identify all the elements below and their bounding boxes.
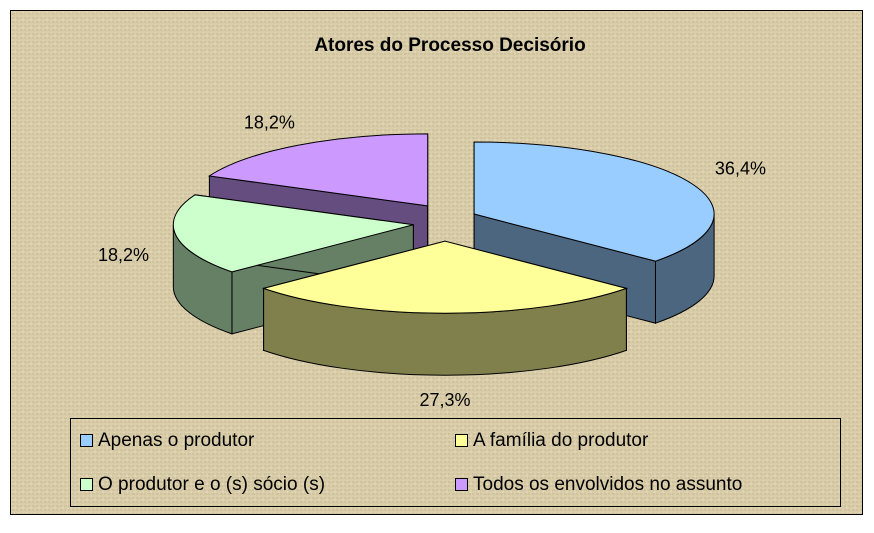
slice-group — [261, 240, 629, 376]
legend-label: O produtor e o (s) sócio (s) — [98, 474, 325, 495]
slice — [207, 133, 429, 207]
data-label: 27,3% — [419, 390, 470, 410]
data-label: 18,2% — [98, 245, 149, 265]
legend-swatch — [80, 434, 93, 447]
legend-swatch — [80, 478, 93, 491]
legend — [70, 418, 841, 507]
data-label: 18,2% — [244, 113, 295, 133]
chart-title: Atores do Processo Decisório — [314, 35, 585, 56]
legend-label: Todos os envolvidos no assunto — [473, 474, 742, 495]
legend-swatch — [455, 434, 468, 447]
legend-label: Apenas o produtor — [98, 430, 255, 451]
legend-swatch — [455, 478, 468, 491]
data-label: 36,4% — [715, 158, 766, 178]
slice — [172, 194, 414, 273]
legend-label: A família do produtor — [473, 430, 649, 451]
slice — [261, 240, 629, 314]
slice — [473, 141, 715, 262]
